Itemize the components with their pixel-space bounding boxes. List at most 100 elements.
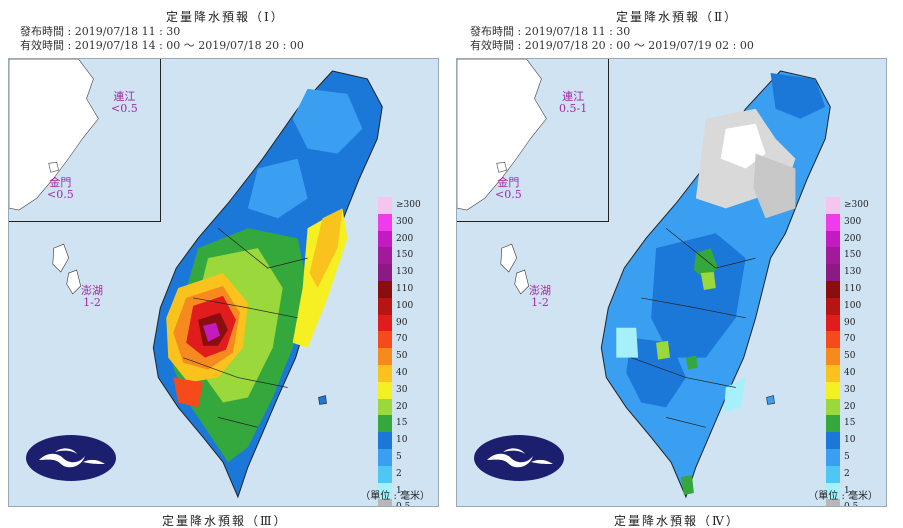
legend-label: 50	[396, 351, 408, 362]
legend-swatch	[826, 364, 840, 382]
legend-row: 10	[826, 432, 874, 449]
legend-swatch	[826, 398, 840, 416]
legend-swatch	[826, 264, 840, 281]
legend-label: 200	[844, 233, 862, 244]
panel-1-map[interactable]: 連江 <0.5 金門 <0.5 澎湖 1-2 ≥300 300 200 150 130 1…	[8, 58, 439, 507]
legend-label: 300	[844, 216, 862, 227]
legend-label: 110	[396, 283, 414, 294]
legend-swatch	[378, 432, 392, 449]
legend-swatch	[378, 314, 392, 332]
legend-label: 50	[844, 351, 856, 362]
legend-row: 2	[378, 465, 426, 483]
legend-row: 150	[826, 247, 874, 265]
legend-label: 100	[396, 300, 414, 311]
legend-label: 0.5	[844, 502, 858, 506]
legend-label: 70	[844, 334, 856, 345]
legend-label: 100	[844, 300, 862, 311]
legend-label: 2	[396, 468, 402, 479]
panel-2-title: 定量降水預報（Ⅱ）	[616, 10, 739, 24]
panel-2-issue-time: 發布時間 : 2019/07/18 11 : 30	[470, 25, 631, 38]
legend-row: 0.5	[826, 499, 874, 506]
legend-row: 300	[378, 213, 426, 231]
legend-swatch	[826, 381, 840, 399]
legend-swatch	[378, 398, 392, 416]
legend-row: 110	[378, 280, 426, 298]
legend-label: 20	[396, 401, 408, 412]
panel-2-kinmen-label: 金門 <0.5	[495, 176, 522, 201]
panel-2-footer-title: 定量降水預報（Ⅳ）	[614, 514, 740, 528]
legend-row: 20	[826, 398, 874, 416]
legend-swatch	[826, 197, 840, 214]
legend-row: 30	[826, 381, 874, 399]
legend-label: ≥300	[396, 200, 421, 210]
legend-label: 20	[844, 401, 856, 412]
legend-swatch	[378, 499, 392, 506]
legend-label: 5	[844, 451, 850, 462]
legend-swatch	[378, 381, 392, 399]
legend-swatch	[826, 331, 840, 349]
legend-row: 130	[378, 264, 426, 281]
legend-label: 5	[396, 451, 402, 462]
legend-swatch	[826, 465, 840, 483]
legend-row: 10	[378, 432, 426, 449]
legend-swatch	[826, 482, 840, 500]
legend-label: 30	[396, 384, 408, 395]
cwb-cloud-logo-icon	[26, 435, 116, 481]
legend-label: 150	[396, 250, 414, 261]
legend-label: 90	[844, 317, 856, 328]
panel-1-inset-map: 連江 <0.5 金門 <0.5	[9, 59, 161, 222]
legend-swatch	[378, 247, 392, 265]
panel-2-map[interactable]: 連江 0.5-1 金門 <0.5 澎湖 1-2 ≥300 300 200 150 130…	[456, 58, 887, 507]
panel-2-penghu-label: 澎湖 1-2	[529, 284, 551, 309]
legend-label: 150	[844, 250, 862, 261]
legend-label: 15	[396, 418, 408, 429]
legend-row: 300	[826, 213, 874, 231]
legend-label: 1	[396, 485, 402, 496]
panel-2-valid-time: 有效時間 : 2019/07/18 20 : 00 ～ 2019/07/19 0…	[470, 39, 754, 52]
legend-label: 130	[844, 267, 862, 278]
legend-row: 0.5	[378, 499, 426, 506]
legend-label: 110	[844, 283, 862, 294]
legend-row: 50	[378, 348, 426, 365]
legend-swatch	[826, 247, 840, 265]
legend-row: 150	[378, 247, 426, 265]
legend-row: 110	[826, 280, 874, 298]
legend-swatch	[378, 264, 392, 281]
legend-row: 100	[378, 297, 426, 315]
legend-row: 1	[826, 482, 874, 500]
legend-label: 70	[396, 334, 408, 345]
legend-row: ≥300	[826, 197, 874, 214]
panel-1-penghu-label: 澎湖 1-2	[81, 284, 103, 309]
panel-2-legend: ≥300 300 200 150 130 110 100 90 70 50 40 30 20 15 10 5 2…	[826, 197, 874, 506]
legend-swatch	[378, 297, 392, 315]
legend-row: ≥300	[378, 197, 426, 214]
legend-row: 40	[378, 364, 426, 382]
legend-label: 10	[844, 435, 856, 446]
panel-1-valid-time: 有效時間 : 2019/07/18 14 : 00 ～ 2019/07/18 2…	[20, 39, 304, 52]
legend-row: 100	[826, 297, 874, 315]
legend-label: 300	[396, 216, 414, 227]
legend-swatch	[826, 348, 840, 365]
panel-2-inset-map: 連江 0.5-1 金門 <0.5	[457, 59, 609, 222]
legend-label: 2	[844, 468, 850, 479]
legend-swatch	[826, 499, 840, 506]
panel-2-lienchiang-label: 連江 0.5-1	[559, 90, 588, 115]
legend-swatch	[378, 482, 392, 500]
legend-row: 15	[378, 415, 426, 433]
legend-row: 5	[378, 448, 426, 466]
legend-swatch	[826, 230, 840, 248]
legend-label: 90	[396, 317, 408, 328]
legend-label: 30	[844, 384, 856, 395]
legend-label: 0.5	[396, 502, 410, 506]
legend-row: 70	[378, 331, 426, 349]
legend-row: 90	[826, 314, 874, 332]
cwb-cloud-logo-icon	[474, 435, 564, 481]
legend-label: 15	[844, 418, 856, 429]
legend-swatch	[378, 331, 392, 349]
legend-row: 1	[378, 482, 426, 500]
legend-label: 1	[844, 485, 850, 496]
legend-swatch	[826, 432, 840, 449]
legend-label: 200	[396, 233, 414, 244]
legend-row: 15	[826, 415, 874, 433]
legend-label: 130	[396, 267, 414, 278]
